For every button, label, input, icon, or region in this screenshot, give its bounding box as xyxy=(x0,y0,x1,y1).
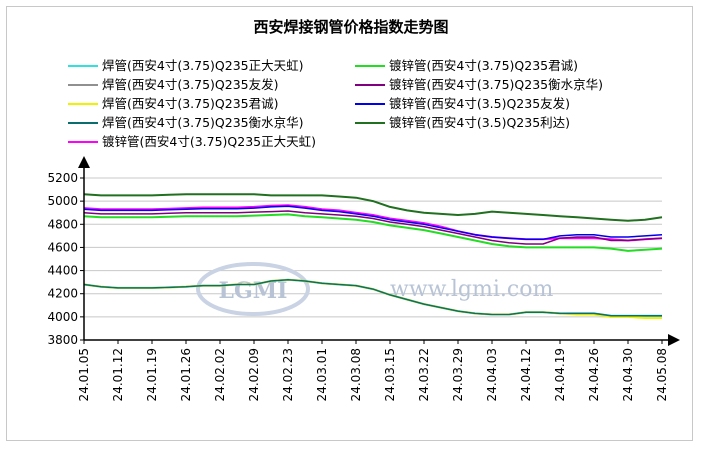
y-tick-label-4000: 4000 xyxy=(47,310,78,324)
x-tick-label-1: 24.01.12 xyxy=(111,348,125,401)
x-tick-label-2: 24.01.19 xyxy=(145,348,159,401)
watermark-logo-text: LGMI xyxy=(219,278,288,304)
y-tick-label-4200: 4200 xyxy=(47,287,78,301)
x-tick-label-14: 24.04.19 xyxy=(553,348,567,401)
x-tick-label-12: 24.04.03 xyxy=(485,348,499,401)
series-line-0 xyxy=(83,278,662,317)
legend-label-2: 焊管(西安4寸(3.75)Q235君诚) xyxy=(102,96,279,111)
series-line-7 xyxy=(83,205,663,241)
x-tick-label-3: 24.01.26 xyxy=(179,348,193,401)
y-tick-label-3800: 3800 xyxy=(47,333,78,347)
x-axis-arrow xyxy=(668,334,680,346)
y-tick-labels: 3800 4000 4200 4400 4600 4800 5000 5200 xyxy=(47,171,84,347)
legend-label-7: 镀锌管(西安4寸(3.5)Q235友发) xyxy=(389,96,570,111)
x-tick-label-8: 24.03.08 xyxy=(349,348,363,401)
x-tick-label-10: 24.03.22 xyxy=(417,348,431,401)
x-tick-label-16: 24.04.30 xyxy=(621,348,635,401)
x-tick-label-7: 24.03.01 xyxy=(315,348,329,401)
y-axis-arrow xyxy=(78,156,90,168)
y-tick-label-4800: 4800 xyxy=(47,217,78,231)
series-line-3 xyxy=(83,279,662,317)
x-tick-labels: 24.01.05 24.01.12 24.01.19 24.01.26 24.02.02… xyxy=(77,340,669,401)
axes xyxy=(78,156,680,346)
x-tick-label-6: 24.02.23 xyxy=(281,348,295,401)
legend-label-6: 镀锌管(西安4寸(3.75)Q235衡水京华) xyxy=(389,77,603,92)
x-tick-label-15: 24.04.26 xyxy=(587,348,601,401)
x-tick-label-5: 24.02.09 xyxy=(247,348,261,401)
legend: 焊管(西安4寸(3.75)Q235正大天虹) 焊管(西安4寸(3.75)Q235友… xyxy=(68,58,603,149)
legend-label-0: 焊管(西安4寸(3.75)Q235正大天虹) xyxy=(102,58,304,73)
x-tick-label-4: 24.02.02 xyxy=(213,348,227,401)
x-tick-label-9: 24.03.15 xyxy=(383,348,397,401)
series-group xyxy=(83,193,663,319)
chart-frame xyxy=(6,6,693,441)
x-tick-label-11: 24.03.29 xyxy=(451,348,465,401)
series-line-1 xyxy=(83,279,662,317)
y-tick-label-5000: 5000 xyxy=(47,194,78,208)
watermark-url: www.lgmi.com xyxy=(390,277,553,302)
watermark: LGMI www.lgmi.com xyxy=(196,262,553,316)
legend-label-5: 镀锌管(西安4寸(3.75)Q235君诚) xyxy=(389,58,578,73)
series-line-5 xyxy=(83,213,663,252)
series-line-2 xyxy=(83,278,662,319)
legend-label-1: 焊管(西安4寸(3.75)Q235友发) xyxy=(102,77,279,92)
watermark-logo-ring xyxy=(196,262,310,316)
x-tick-label-17: 24.05.08 xyxy=(655,348,669,401)
chart-title: 西安焊接钢管价格指数走势图 xyxy=(253,18,448,36)
legend-label-4: 镀锌管(西安4寸(3.75)Q235正大天虹) xyxy=(102,134,316,149)
grid xyxy=(84,177,662,318)
series-line-6 xyxy=(83,210,663,245)
legend-label-8: 镀锌管(西安4寸(3.5)Q235利达) xyxy=(389,115,570,130)
x-tick-label-0: 24.01.05 xyxy=(77,348,91,401)
y-tick-label-5200: 5200 xyxy=(47,171,78,185)
legend-label-3: 焊管(西安4寸(3.75)Q235衡水京华) xyxy=(102,115,304,130)
y-tick-label-4400: 4400 xyxy=(47,264,78,278)
y-tick-label-4600: 4600 xyxy=(47,240,78,254)
x-tick-label-13: 24.04.12 xyxy=(519,348,533,401)
series-line-8 xyxy=(83,193,663,222)
